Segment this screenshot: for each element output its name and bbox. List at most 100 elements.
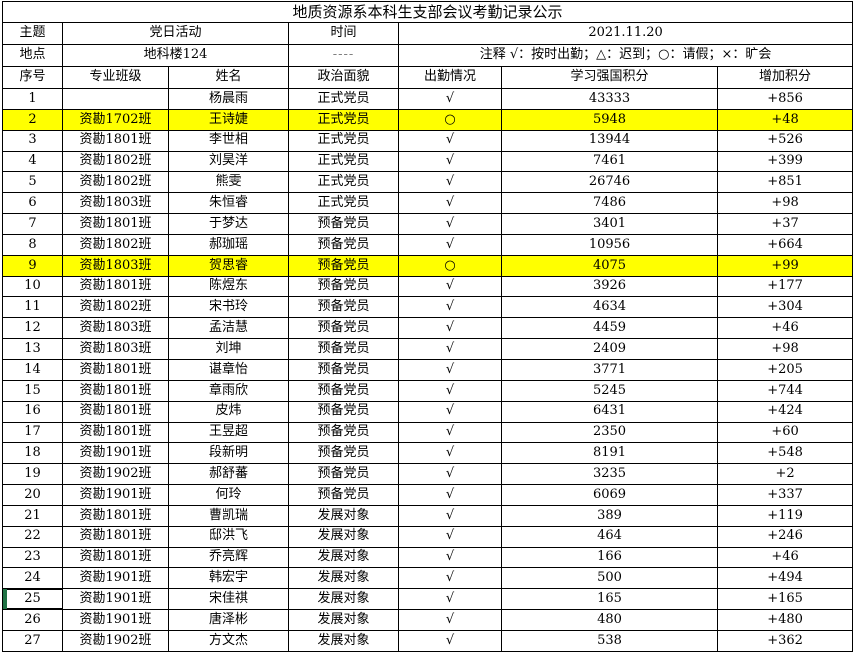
cell-no[interactable]: 18 <box>2 442 63 465</box>
cell-delta[interactable]: +165 <box>716 588 854 611</box>
cell-score[interactable]: 166 <box>501 546 718 569</box>
subject-value[interactable]: 党日活动 <box>62 22 289 45</box>
cell-attendance[interactable]: √ <box>398 150 502 173</box>
cell-no[interactable]: 6 <box>2 192 63 215</box>
cell-no[interactable]: 1 <box>2 88 63 110</box>
cell-name[interactable]: 刘坤 <box>168 338 289 360</box>
cell-attendance[interactable]: √ <box>398 629 502 652</box>
cell-delta[interactable]: +424 <box>716 400 854 423</box>
cell-status[interactable]: 正式党员 <box>288 192 399 215</box>
cell-delta[interactable]: +48 <box>716 108 854 131</box>
cell-delta[interactable]: +362 <box>716 629 854 652</box>
location-value[interactable]: 地科楼124 <box>62 44 289 67</box>
cell-name[interactable]: 孟洁慧 <box>168 317 289 340</box>
cell-attendance[interactable]: √ <box>398 129 502 152</box>
cell-status[interactable]: 预备党员 <box>288 213 399 235</box>
cell-delta[interactable]: +2 <box>716 463 854 486</box>
cell-status[interactable]: 预备党员 <box>288 379 399 402</box>
cell-score[interactable]: 7486 <box>501 192 718 215</box>
cell-name[interactable]: 唐泽彬 <box>168 609 289 631</box>
cell-delta[interactable]: +46 <box>716 546 854 569</box>
cell-no[interactable]: 16 <box>2 400 63 423</box>
cell-name[interactable]: 乔亮辉 <box>168 546 289 569</box>
cell-class[interactable]: 资勘1901班 <box>62 588 169 611</box>
cell-name[interactable]: 章雨欣 <box>168 379 289 402</box>
cell-name[interactable]: 李世相 <box>168 129 289 152</box>
cell-attendance[interactable]: √ <box>398 233 502 256</box>
cell-status[interactable]: 发展对象 <box>288 609 399 631</box>
cell-name[interactable]: 皮炜 <box>168 400 289 423</box>
cell-score[interactable]: 8191 <box>501 442 718 465</box>
cell-score[interactable]: 5245 <box>501 379 718 402</box>
cell-no[interactable]: 17 <box>2 421 63 444</box>
cell-name[interactable]: 段新明 <box>168 442 289 465</box>
cell-status[interactable]: 预备党员 <box>288 421 399 444</box>
cell-attendance[interactable]: √ <box>398 421 502 444</box>
cell-delta[interactable]: +399 <box>716 150 854 173</box>
cell-class[interactable]: 资勘1803班 <box>62 338 169 360</box>
cell-name[interactable]: 宋书玲 <box>168 296 289 319</box>
cell-no[interactable]: 2 <box>2 108 63 131</box>
cell-score[interactable]: 7461 <box>501 150 718 173</box>
cell-class[interactable]: 资勘1901班 <box>62 484 169 506</box>
col-header-attendance[interactable]: 出勤情况 <box>398 66 502 89</box>
cell-delta[interactable]: +246 <box>716 525 854 548</box>
cell-status[interactable]: 发展对象 <box>288 588 399 611</box>
cell-class[interactable]: 资勘1801班 <box>62 504 169 527</box>
col-header-name[interactable]: 姓名 <box>168 66 289 89</box>
cell-class[interactable]: 资勘1702班 <box>62 108 169 131</box>
cell-class[interactable]: 资勘1801班 <box>62 400 169 423</box>
cell-class[interactable]: 资勘1802班 <box>62 233 169 256</box>
cell-class[interactable]: 资勘1801班 <box>62 213 169 235</box>
cell-no[interactable]: 23 <box>2 546 63 569</box>
cell-class[interactable]: 资勘1801班 <box>62 129 169 152</box>
cell-attendance[interactable]: √ <box>398 171 502 194</box>
cell-delta[interactable]: +480 <box>716 609 854 631</box>
cell-score[interactable]: 3401 <box>501 213 718 235</box>
cell-score[interactable]: 6069 <box>501 484 718 506</box>
cell-score[interactable]: 13944 <box>501 129 718 152</box>
time-value[interactable]: 2021.11.20 <box>397 22 854 45</box>
cell-no[interactable]: 27 <box>2 629 63 652</box>
cell-no[interactable]: 3 <box>2 129 63 152</box>
cell-delta[interactable]: +526 <box>716 129 854 152</box>
cell-name[interactable]: 郝舒蕃 <box>168 463 289 486</box>
cell-status[interactable]: 预备党员 <box>288 296 399 319</box>
cell-no[interactable]: 26 <box>2 609 63 631</box>
cell-no[interactable]: 10 <box>2 275 63 298</box>
cell-status[interactable]: 发展对象 <box>288 629 399 652</box>
cell-delta[interactable]: +744 <box>716 379 854 402</box>
cell-status[interactable]: 预备党员 <box>288 317 399 340</box>
cell-class[interactable]: 资勘1901班 <box>62 567 169 590</box>
time-dashes[interactable]: ---- <box>288 44 399 67</box>
cell-class[interactable]: 资勘1801班 <box>62 525 169 548</box>
cell-name[interactable]: 邸洪飞 <box>168 525 289 548</box>
cell-attendance[interactable]: √ <box>398 484 502 506</box>
cell-status[interactable]: 正式党员 <box>288 150 399 173</box>
cell-name[interactable]: 方文杰 <box>168 629 289 652</box>
cell-attendance[interactable]: √ <box>398 609 502 631</box>
cell-name[interactable]: 王昱超 <box>168 421 289 444</box>
cell-attendance[interactable]: √ <box>398 567 502 590</box>
cell-no[interactable]: 5 <box>2 171 63 194</box>
cell-name[interactable]: 宋佳祺 <box>168 588 289 611</box>
cell-class[interactable]: 资勘1801班 <box>62 421 169 444</box>
cell-class[interactable]: 资勘1902班 <box>62 463 169 486</box>
cell-score[interactable]: 2350 <box>501 421 718 444</box>
time-label[interactable]: 时间 <box>288 22 399 45</box>
cell-class[interactable]: 资勘1801班 <box>62 358 169 381</box>
cell-attendance[interactable]: √ <box>398 379 502 402</box>
cell-score[interactable]: 389 <box>501 504 718 527</box>
cell-name[interactable]: 韩宏宇 <box>168 567 289 590</box>
cell-no[interactable]: 9 <box>2 254 63 277</box>
cell-status[interactable]: 预备党员 <box>288 338 399 360</box>
cell-no[interactable]: 19 <box>2 463 63 486</box>
cell-delta[interactable]: +99 <box>716 254 854 277</box>
cell-no[interactable]: 24 <box>2 567 63 590</box>
cell-class[interactable]: 资勘1802班 <box>62 296 169 319</box>
cell-delta[interactable]: +60 <box>716 421 854 444</box>
col-header-status[interactable]: 政治面貌 <box>288 66 399 89</box>
cell-no[interactable]: 15 <box>2 379 63 402</box>
cell-attendance[interactable]: √ <box>398 546 502 569</box>
cell-no[interactable]: 21 <box>2 504 63 527</box>
